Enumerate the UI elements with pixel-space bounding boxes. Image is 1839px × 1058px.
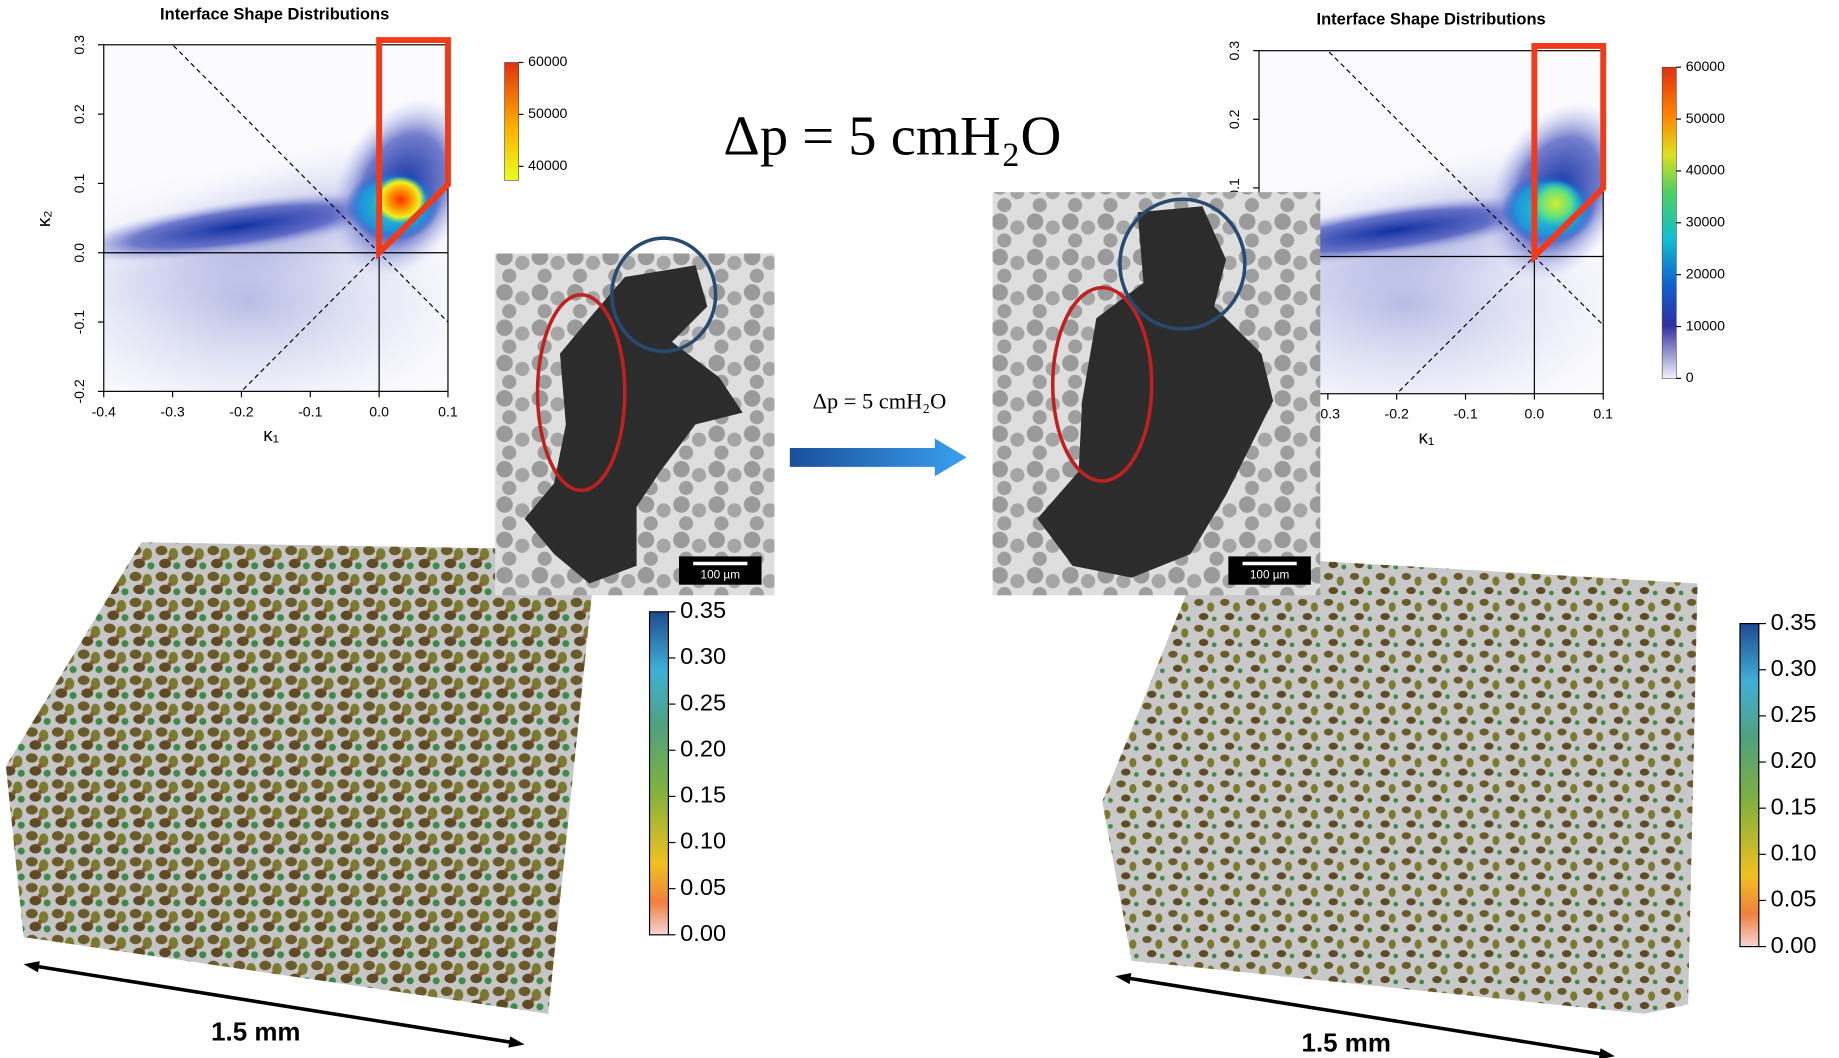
colorbar [505,62,519,180]
arrow-label: Δp = 5 cmH₂O [813,388,947,413]
micrograph-right: 100 µm [993,192,1321,595]
colorbar [1662,67,1676,378]
x-tick-label: -0.1 [1453,406,1477,422]
y-tick-label: -0.2 [71,379,87,403]
density-panel: Interface Shape Distributions κ₁ κ₂ -0.4 -0.… [14,0,568,530]
colorbar-tick-label: 0.15 [1771,793,1817,819]
arrow-head [1115,973,1131,984]
figure: Interface Shape Distributions κ₁ κ₂ -0.4 -0.… [0,0,1839,1058]
colorbar-tick-label: 0.35 [1771,609,1817,635]
x-tick-label: 0.0 [369,403,389,419]
x-tick-label: -0.2 [229,403,253,419]
colorbar-tick-label: 40000 [1686,162,1725,178]
colorbar-tick-label: 0.10 [1771,840,1817,866]
colorbar-tick-label: 0.20 [1771,747,1817,773]
colorbar-tick-label: 0.05 [680,874,726,900]
colorbar-tick-label: 50000 [1686,110,1725,126]
colorbar-tick-label: 0.25 [680,689,726,715]
renderings [6,542,1698,1014]
y-tick-label: 0.2 [1226,109,1242,129]
micrographs: 100 µm 100 µm Δp = 5 cmH₂O Δp = 5 cmH₂O [495,105,1320,595]
plot-title: Interface Shape Distributions [160,6,389,24]
y-tick-label: 0.3 [71,35,87,55]
x-tick-label: 0.1 [438,403,458,419]
x-axis-label: κ₁ [263,424,279,445]
micrograph-left: 100 µm [495,238,774,595]
x-tick-label: 0.1 [1593,406,1613,422]
colorbar-tick-label: 0.30 [680,643,726,669]
x-tick-label: 0.0 [1525,406,1545,422]
arrow-head [1599,1048,1615,1058]
scale-bar-label: 100 µm [1250,568,1290,581]
rendering-right [1102,554,1697,1014]
colorbar-tick-label: 60000 [528,53,567,69]
plot-title: Interface Shape Distributions [1317,10,1546,28]
colorbar [650,612,669,935]
colorbar-tick-label: 10000 [1686,317,1725,333]
arrow-head [508,1036,524,1047]
x-tick-label: -0.1 [298,403,322,419]
x-axis-label: κ₁ [1418,427,1434,448]
colorbar [1740,624,1759,947]
y-tick-label: 0.2 [71,104,87,124]
colorbar-tick-label: 30000 [1686,214,1725,230]
y-tick-label: 0.1 [71,173,87,193]
colorbar-tick-label: 40000 [528,157,567,173]
colorbar-tick-label: 0.00 [1771,932,1817,958]
rendering-left [6,542,592,1014]
colorbar-tick-label: 0.30 [1771,655,1817,681]
x-tick-label: -0.2 [1385,406,1409,422]
colorbar-tick-label: 0 [1686,369,1694,385]
colorbar-tick-label: 0.20 [680,735,726,761]
colorbar-tick-label: 60000 [1686,58,1725,74]
y-axis-label: κ₂ [33,210,54,227]
colorbar-tick-label: 50000 [528,105,567,121]
colorbar-tick-label: 0.10 [680,828,726,854]
arrow [790,439,967,477]
scale-bar-label: 100 µm [701,568,741,581]
x-tick-label: -0.3 [160,403,184,419]
density [14,0,520,530]
colorbar-tick-label: 0.35 [680,597,726,623]
colorbar-tick-label: 0.05 [1771,886,1817,912]
scale-label: 1.5 mm [1302,1029,1391,1057]
colorbar-tick-label: 0.25 [1771,701,1817,727]
colorbar-tick-label: 0.00 [680,920,726,946]
colorbar-tick-label: 20000 [1686,265,1725,281]
colorbar-tick-label: 0.15 [680,782,726,808]
y-tick-label: 0.0 [71,243,87,263]
page: Interface Shape Distributions κ₁ κ₂ -0.4 -0.… [0,0,1839,1058]
y-tick-label: -0.1 [71,310,87,334]
arrow-head [24,961,40,972]
x-tick-label: -0.4 [92,403,116,419]
y-tick-label: 0.3 [1226,41,1242,61]
scale-label: 1.5 mm [211,1019,300,1047]
equation: Δp = 5 cmH₂O [723,105,1061,167]
